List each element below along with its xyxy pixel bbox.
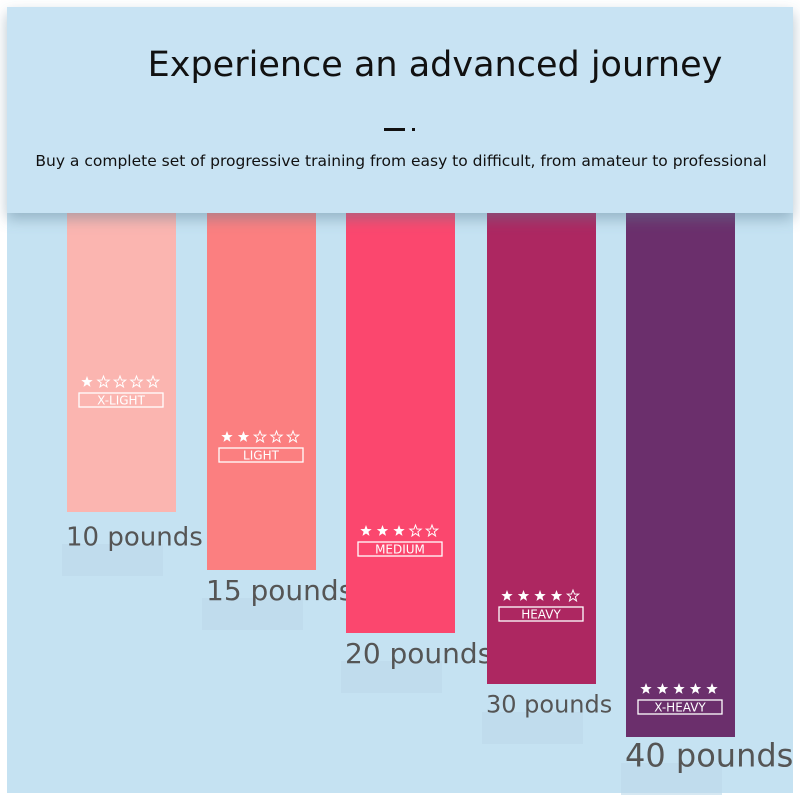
rating-star — [96, 374, 111, 389]
rating-star — [501, 590, 513, 601]
rating-star — [252, 429, 268, 444]
weight-shadow — [202, 598, 303, 630]
rating-star — [640, 683, 652, 694]
level-box — [357, 541, 443, 557]
weight-label: 20 pounds — [345, 637, 492, 670]
rating-star — [534, 590, 546, 601]
level-label: LIGHT — [243, 449, 280, 463]
title: Experience an advanced journey — [148, 45, 723, 85]
band — [67, 200, 176, 512]
rating-star — [517, 590, 530, 601]
rating-star — [706, 683, 718, 694]
subtitle: Buy a complete set of progressive traini… — [35, 152, 766, 170]
level-label: X-LIGHT — [97, 394, 146, 408]
rating-star — [81, 376, 93, 387]
level-label: MEDIUM — [375, 543, 425, 557]
divider — [384, 128, 405, 131]
level-box — [637, 699, 723, 715]
rating-star — [285, 429, 301, 444]
level-label: HEAVY — [521, 608, 561, 622]
weight-shadow — [341, 661, 442, 693]
rating-star — [393, 525, 405, 536]
rating-star — [145, 374, 161, 389]
rating-star — [237, 431, 250, 442]
rating-star — [656, 683, 669, 694]
weight-shadow — [621, 763, 722, 795]
rating-star — [221, 431, 233, 442]
rating-star — [550, 590, 563, 601]
header-panel — [7, 7, 793, 213]
band — [346, 200, 455, 633]
weight-label: 10 pounds — [66, 522, 203, 552]
weight-shadow — [482, 712, 583, 744]
weight-label: 15 pounds — [206, 574, 353, 607]
rating-star — [673, 683, 685, 694]
band — [487, 200, 596, 684]
rating-star — [112, 374, 128, 389]
level-box — [218, 447, 304, 463]
rating-star — [408, 523, 423, 538]
rating-star — [689, 683, 702, 694]
band — [207, 200, 316, 570]
rating-star — [360, 525, 372, 536]
weight-label: 40 pounds — [625, 737, 793, 775]
rating-star — [424, 523, 440, 538]
rating-star — [129, 374, 144, 389]
rating-star — [376, 525, 389, 536]
rating-star — [565, 588, 581, 603]
rating-star — [269, 429, 284, 444]
level-box — [78, 392, 164, 408]
weight-label: 30 pounds — [486, 691, 612, 719]
bands: X-LIGHT 10 pounds LIGHT 15 pounds MEDIUM 20 p… — [62, 200, 793, 795]
weight-shadow — [62, 544, 163, 576]
level-box — [498, 606, 584, 622]
band — [626, 200, 735, 737]
level-label: X-HEAVY — [654, 701, 706, 715]
divider-dot — [412, 128, 415, 131]
